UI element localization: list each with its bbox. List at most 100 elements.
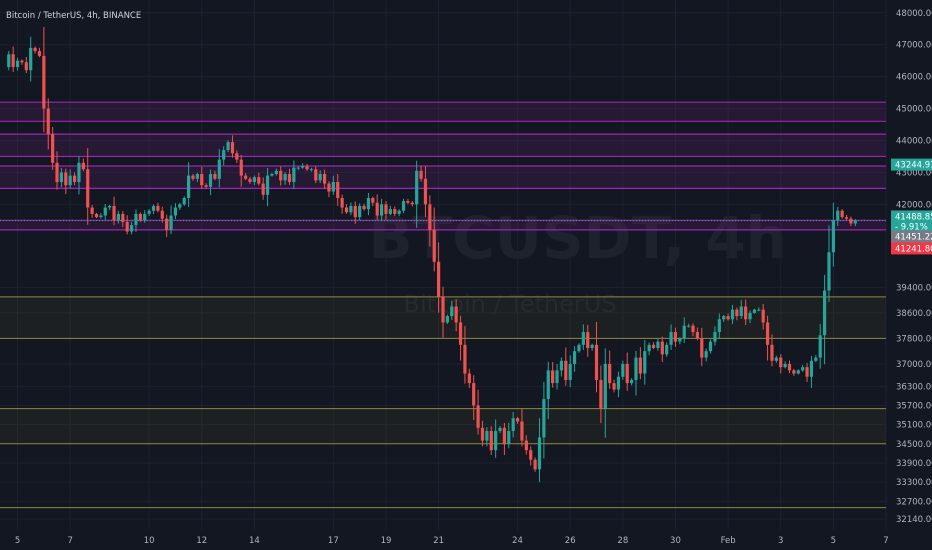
y-tick-label: 45000.00 — [896, 105, 932, 115]
candle-body — [511, 418, 515, 432]
candle-body — [783, 363, 787, 368]
candle-body — [485, 431, 489, 441]
candle-body — [371, 197, 375, 203]
candle-body — [301, 166, 305, 168]
candle-body — [29, 47, 33, 71]
candle-body — [665, 344, 669, 355]
candle-body — [116, 213, 121, 221]
candle-body — [647, 344, 651, 352]
y-tick-label: 42000.00 — [896, 200, 932, 210]
x-tick-label: 14 — [249, 536, 260, 546]
candle-body — [187, 175, 191, 198]
candle-body — [638, 357, 642, 374]
candle-body — [270, 174, 274, 176]
candle-body — [809, 360, 814, 377]
candle-body — [673, 332, 678, 342]
candle-body — [226, 142, 230, 151]
candle-body — [279, 170, 283, 181]
candle-body — [11, 54, 15, 68]
candle-body — [827, 252, 831, 291]
candle-body — [138, 213, 142, 221]
candle-body — [726, 316, 730, 320]
candle-body — [121, 213, 125, 222]
candle-body — [178, 204, 182, 208]
candle-body — [108, 205, 112, 208]
chart-title: Bitcoin / TetherUS, 4h, BINANCE — [6, 11, 142, 21]
y-tick-label: 33300.00 — [896, 478, 932, 488]
candle-body — [235, 153, 239, 160]
candle-body — [533, 459, 537, 470]
candle-body — [599, 379, 603, 409]
candle-body — [244, 175, 248, 179]
price-tag-level-a-text: 43244.91 — [895, 161, 932, 171]
candle-body — [643, 351, 647, 374]
resistance-zone — [0, 102, 886, 122]
candle-body — [822, 290, 827, 336]
candle-body — [704, 351, 708, 358]
candle-body — [274, 170, 278, 175]
candle-body — [283, 174, 287, 181]
x-tick-label: 10 — [144, 536, 155, 546]
candle-body — [437, 261, 441, 297]
x-tick-label: 19 — [381, 536, 392, 546]
candle-body — [801, 367, 805, 371]
candle-body — [722, 316, 726, 320]
candle-body — [739, 306, 743, 317]
candles-group — [7, 26, 857, 483]
resistance-zone — [0, 134, 886, 157]
candle-body — [669, 332, 673, 345]
x-tick-label: 12 — [196, 536, 207, 546]
candle-body — [86, 169, 90, 208]
candle-body — [305, 166, 309, 170]
candle-body — [853, 220, 857, 224]
candle-body — [309, 169, 314, 171]
candle-body — [840, 210, 844, 218]
candle-body — [441, 296, 445, 323]
candle-body — [476, 405, 480, 428]
candle-body — [90, 207, 94, 214]
candle-body — [603, 363, 607, 409]
candle-body — [358, 205, 362, 218]
candle-body — [265, 175, 270, 195]
candle-body — [331, 181, 335, 192]
candle-body — [814, 357, 818, 361]
candle-body — [314, 169, 318, 181]
price-tag-current-text: 41488.85 — [895, 212, 932, 222]
candle-body — [428, 204, 432, 230]
candle-body — [15, 60, 20, 68]
y-tick-label: 38600.00 — [896, 309, 932, 319]
candle-body — [831, 220, 835, 253]
candle-body — [752, 309, 757, 313]
candle-body — [586, 332, 590, 349]
candle-body — [322, 174, 327, 184]
candle-body — [779, 357, 783, 368]
y-tick-label: 33900.00 — [896, 459, 932, 469]
price-tag-level-a-bg — [891, 158, 932, 171]
candle-body — [419, 170, 423, 179]
y-tick-label: 35100.00 — [896, 421, 932, 431]
candle-body — [59, 172, 64, 182]
candle-body — [678, 338, 682, 342]
candle-body — [796, 370, 800, 374]
y-tick-label: 37000.00 — [896, 360, 932, 370]
candle-body — [64, 172, 68, 186]
candle-body — [261, 183, 265, 195]
candle-body — [397, 210, 401, 214]
candle-body — [81, 162, 85, 170]
candle-body — [542, 399, 546, 438]
candle-body — [143, 213, 147, 221]
candle-body — [765, 322, 770, 345]
candle-body — [524, 440, 528, 451]
candle-body — [463, 344, 467, 374]
candle-body — [594, 344, 599, 380]
candle-body — [805, 367, 809, 377]
candle-body — [37, 51, 42, 56]
candle-body — [257, 177, 261, 184]
candle-body — [160, 210, 164, 219]
candle-body — [836, 210, 840, 221]
candle-body — [844, 217, 849, 219]
y-tick-label: 39400.00 — [896, 283, 932, 293]
candle-body — [472, 383, 476, 406]
